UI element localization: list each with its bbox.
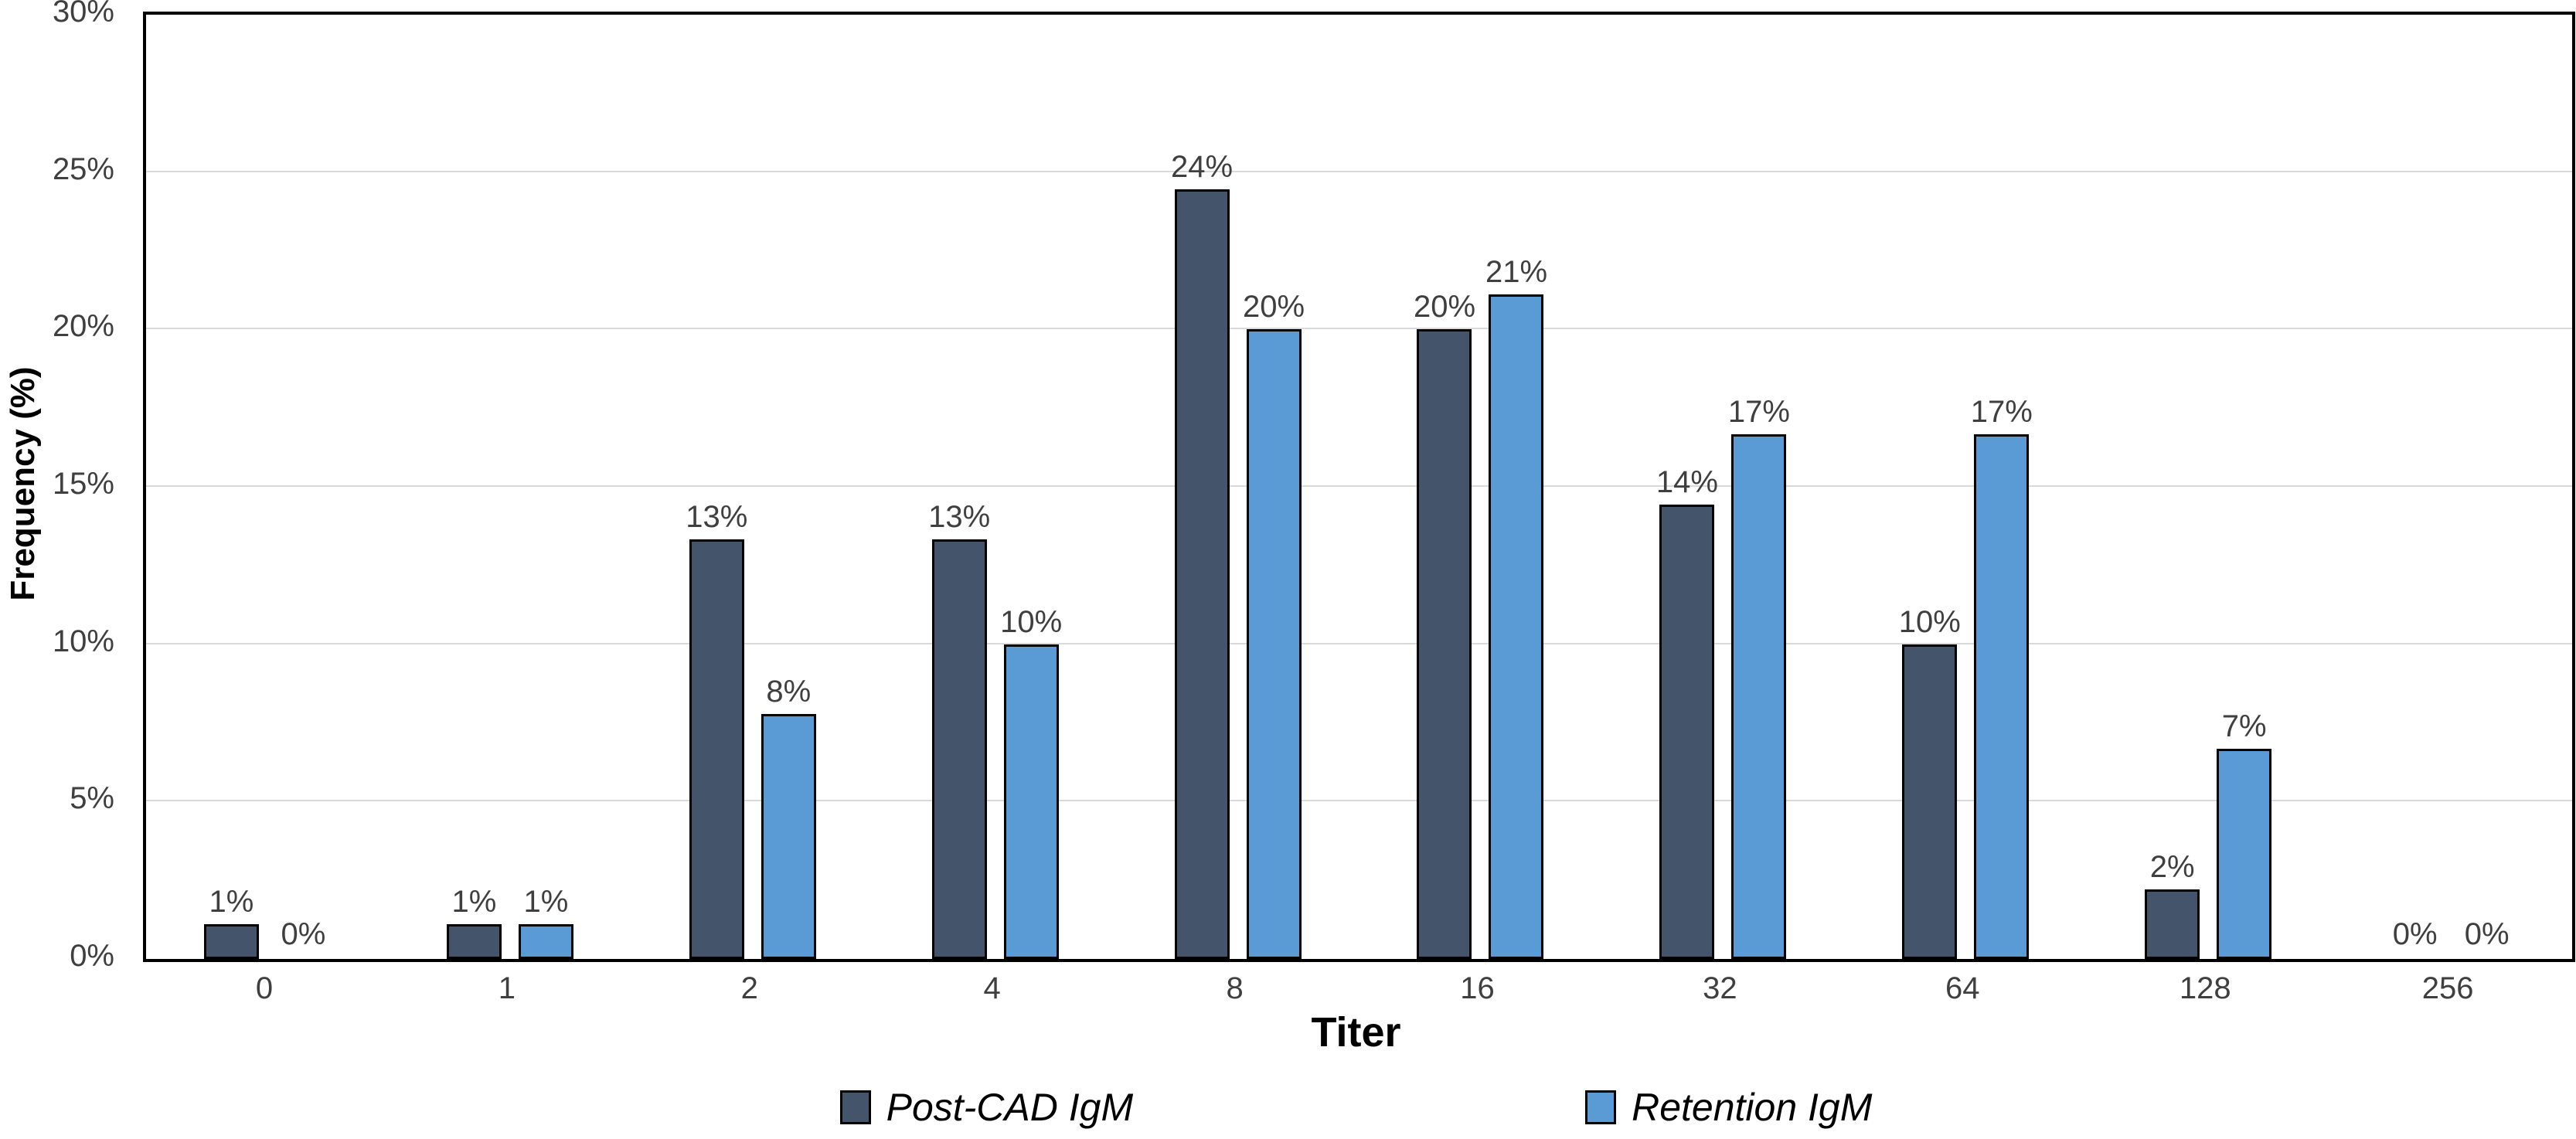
x-axis-tick-label: 1 bbox=[498, 971, 516, 1005]
bar-value-label: 13% bbox=[928, 500, 991, 535]
bar-value-label: 0% bbox=[2392, 917, 2438, 951]
category-4: 13% 10% bbox=[874, 15, 1117, 959]
legend-item-retention-igm: Retention IgM bbox=[1585, 1085, 1872, 1130]
gridline bbox=[146, 800, 2572, 802]
bar-value-label: 20% bbox=[1413, 290, 1476, 325]
gridline bbox=[146, 642, 2572, 644]
gridline bbox=[146, 485, 2572, 487]
y-axis-tick-label: 25% bbox=[52, 151, 114, 186]
bar-post-cad-igm-8: 24% bbox=[1171, 150, 1233, 959]
bar-retention-igm-128: 7% bbox=[2217, 709, 2272, 959]
legend-swatch-retention-igm bbox=[1585, 1090, 1617, 1124]
x-axis-tick-label: 8 bbox=[1226, 971, 1244, 1005]
x-axis-tick-label: 256 bbox=[2421, 971, 2474, 1005]
bar-retention-igm-16: 21% bbox=[1485, 255, 1547, 959]
bar-post-cad-igm-1: 1% bbox=[446, 885, 502, 959]
x-axis-ticks: 0 1 2 4 8 16 32 64 128 256 bbox=[143, 971, 2569, 1006]
bar-retention-igm-32: 17% bbox=[1728, 395, 1790, 959]
bar-value-label: 2% bbox=[2149, 849, 2195, 884]
gridline bbox=[146, 170, 2572, 172]
bar-retention-igm-4: 10% bbox=[1000, 605, 1062, 959]
plot-area: 1% 0% 1% 1% 13% 8% 13% 10% 24% 20% 20% 21% 14% 17% 10%… bbox=[143, 12, 2575, 962]
bar-retention-igm-2: 8% bbox=[761, 675, 816, 959]
x-axis-title: Titer bbox=[1311, 1009, 1401, 1056]
x-axis-tick-label: 16 bbox=[1460, 971, 1495, 1005]
y-axis-tick-label: 30% bbox=[52, 0, 114, 29]
legend-item-post-cad-igm: Post-CAD IgM bbox=[839, 1085, 1134, 1130]
legend-swatch-post-cad-igm bbox=[839, 1090, 871, 1124]
y-axis-tick-label: 15% bbox=[52, 467, 114, 501]
y-axis-tick-label: 0% bbox=[70, 939, 114, 973]
bar-post-cad-igm-32: 14% bbox=[1656, 465, 1718, 959]
bar-post-cad-igm-2: 13% bbox=[686, 500, 747, 959]
bar-value-label: 1% bbox=[209, 884, 254, 919]
x-axis-tick-label: 2 bbox=[740, 971, 758, 1005]
category-8: 24% 20% bbox=[1117, 15, 1359, 959]
x-axis-tick-label: 0 bbox=[255, 971, 274, 1005]
bar-value-label: 10% bbox=[1000, 604, 1063, 639]
bar-value-label: 21% bbox=[1485, 255, 1548, 290]
category-32: 14% 17% bbox=[1601, 15, 1844, 959]
category-2: 13% 8% bbox=[631, 15, 874, 959]
y-axis-tick-label: 10% bbox=[52, 624, 114, 658]
legend-label-post-cad-igm: Post-CAD IgM bbox=[886, 1086, 1134, 1129]
x-axis-tick-label: 4 bbox=[983, 971, 1001, 1005]
bar-value-label: 1% bbox=[523, 884, 569, 919]
x-axis-tick-label: 64 bbox=[1945, 971, 1980, 1005]
legend: Post-CAD IgM Retention IgM bbox=[143, 1085, 2569, 1130]
bar-value-label: 7% bbox=[2221, 709, 2267, 744]
legend-label-retention-igm: Retention IgM bbox=[1632, 1086, 1873, 1129]
category-128: 2% 7% bbox=[2087, 15, 2329, 959]
bar-value-label: 1% bbox=[451, 884, 497, 919]
bar-value-label: 17% bbox=[1727, 394, 1790, 429]
bar-value-label: 10% bbox=[1898, 604, 1961, 639]
bar-post-cad-igm-4: 13% bbox=[928, 500, 990, 959]
bar-post-cad-igm-16: 20% bbox=[1414, 290, 1475, 959]
gridline bbox=[146, 328, 2572, 330]
bar-value-label: 14% bbox=[1656, 464, 1718, 499]
bar-value-label: 20% bbox=[1243, 290, 1305, 325]
x-axis-tick-label: 32 bbox=[1703, 971, 1737, 1005]
bar-retention-igm-1: 1% bbox=[518, 885, 573, 959]
bar-value-label: 0% bbox=[281, 917, 326, 951]
bar-value-label: 13% bbox=[686, 500, 748, 535]
bar-post-cad-igm-0: 1% bbox=[203, 885, 259, 959]
bar-retention-igm-64: 17% bbox=[1971, 395, 2033, 959]
category-64: 10% 17% bbox=[1844, 15, 2087, 959]
bar-value-label: 17% bbox=[1970, 394, 2033, 429]
category-1: 1% 1% bbox=[389, 15, 631, 959]
bar-retention-igm-8: 20% bbox=[1243, 290, 1305, 959]
bar-value-label: 8% bbox=[766, 675, 812, 709]
bar-post-cad-igm-64: 10% bbox=[1899, 605, 1961, 959]
category-256: 0% 0% bbox=[2329, 15, 2572, 959]
x-axis-tick-label: 128 bbox=[2179, 971, 2231, 1005]
y-axis-tick-label: 20% bbox=[52, 309, 114, 344]
category-0: 1% 0% bbox=[146, 15, 389, 959]
y-axis-tick-label: 5% bbox=[70, 781, 114, 816]
bar-value-label: 24% bbox=[1171, 150, 1234, 185]
bar-post-cad-igm-128: 2% bbox=[2145, 850, 2200, 959]
bar-value-label: 0% bbox=[2464, 917, 2510, 951]
category-16: 20% 21% bbox=[1359, 15, 1602, 959]
